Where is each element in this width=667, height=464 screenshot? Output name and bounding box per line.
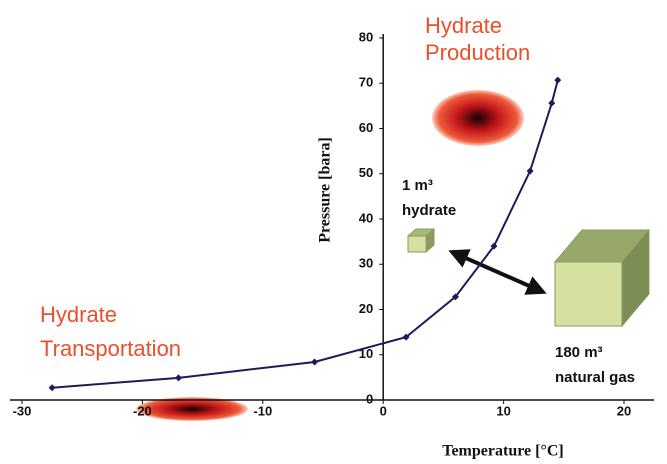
marker: [175, 374, 182, 381]
chart: Temperature [°C] Pressure [bara] 0 10 20 30…: [0, 0, 667, 464]
annotation: Hydrate: [425, 13, 502, 38]
y-tick-label: 60: [359, 120, 373, 135]
marker: [527, 168, 534, 175]
double-arrow: [452, 252, 543, 292]
annotation: natural gas: [555, 369, 635, 386]
x-tick-label: 0: [380, 403, 387, 418]
y-tick-label: 50: [359, 165, 373, 180]
marker: [49, 384, 56, 391]
annotation: Production: [425, 40, 530, 65]
annotation: 1 m³: [402, 177, 433, 194]
x-tick-label: 20: [617, 403, 631, 418]
x-tick-label: -30: [13, 403, 32, 418]
x-axis-title: Temperature [°C]: [442, 443, 563, 460]
annotation: hydrate: [402, 202, 456, 219]
y-tick-label: 30: [359, 256, 373, 271]
y-tick-label: 70: [359, 75, 373, 90]
y-axis-title: Pressure [bara]: [317, 137, 334, 243]
marker: [554, 77, 561, 84]
x-tick-label: -10: [253, 403, 272, 418]
annotation: Hydrate: [40, 302, 117, 327]
y-tick-label: 80: [359, 29, 373, 44]
y-tick-label: 0: [366, 391, 373, 406]
y-tick-label: 40: [359, 210, 373, 225]
annotation: Transportation: [40, 336, 181, 361]
marker: [311, 358, 318, 365]
annotation: 180 m³: [555, 344, 603, 361]
x-tick-label: -20: [133, 403, 152, 418]
production-blob: [432, 90, 524, 146]
marker: [548, 100, 555, 107]
large-cube: [555, 230, 649, 326]
small-cube: [408, 229, 434, 252]
y-tick-label: 20: [359, 301, 373, 316]
x-tick-label: 10: [496, 403, 510, 418]
